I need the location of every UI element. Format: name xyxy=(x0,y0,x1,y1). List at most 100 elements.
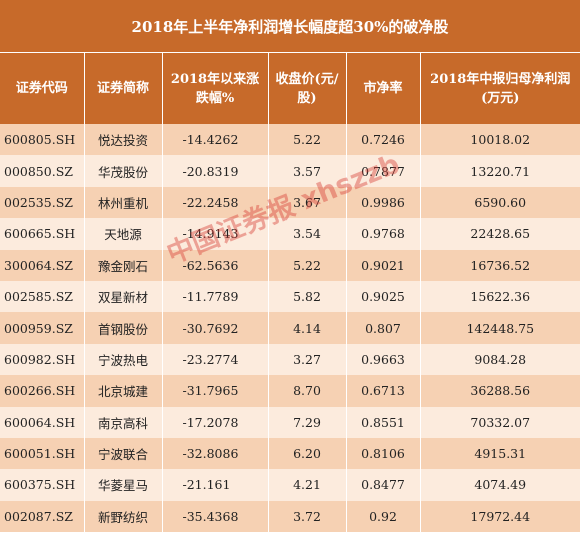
cell-pb-ratio: 0.8106 xyxy=(345,437,420,470)
cell-code: 000850.SZ xyxy=(0,155,84,187)
header-code: 证券代码 xyxy=(0,53,84,124)
cell-name: 双星新材 xyxy=(83,280,162,313)
cell-code: 600665.SH xyxy=(0,218,84,250)
cell-pb-ratio: 0.9021 xyxy=(345,249,420,281)
table-row: 002087.SZ 新野纺织 -35.4368 3.72 0.92 17972.44 xyxy=(0,500,580,533)
cell-net-profit: 9084.28 xyxy=(419,343,580,376)
cell-change: -14.9143 xyxy=(161,218,268,250)
table-row: 600375.SH 华菱星马 -21.161 4.21 0.8477 4074.49 xyxy=(0,469,580,501)
cell-close-price: 3.27 xyxy=(267,343,346,376)
cell-pb-ratio: 0.7877 xyxy=(345,155,420,187)
cell-pb-ratio: 0.9025 xyxy=(345,280,420,313)
cell-close-price: 3.67 xyxy=(267,186,346,219)
cell-code: 600805.SH xyxy=(0,124,84,156)
cell-name: 宁波联合 xyxy=(83,437,162,470)
table-row: 000959.SZ 首钢股份 -30.7692 4.14 0.807 142448.75 xyxy=(0,312,580,344)
data-table: 证券代码 证券简称 2018年以来涨跌幅% 收盘价(元/股) 市净率 2018年… xyxy=(0,53,580,533)
table-row: 600665.SH 天地源 -14.9143 3.54 0.9768 22428.65 xyxy=(0,218,580,250)
cell-change: -11.7789 xyxy=(161,280,268,313)
cell-name: 华茂股份 xyxy=(83,155,162,187)
header-change: 2018年以来涨跌幅% xyxy=(161,53,268,124)
cell-pb-ratio: 0.7246 xyxy=(345,124,420,156)
table-row: 600064.SH 南京高科 -17.2078 7.29 0.8551 70332.07 xyxy=(0,406,580,438)
cell-net-profit: 70332.07 xyxy=(419,406,580,438)
cell-close-price: 4.14 xyxy=(267,312,346,344)
cell-close-price: 5.82 xyxy=(267,280,346,313)
table-body: 600805.SH 悦达投资 -14.4262 5.22 0.7246 10018.02 0… xyxy=(0,124,580,533)
cell-change: -20.8319 xyxy=(161,155,268,187)
header-row: 证券代码 证券简称 2018年以来涨跌幅% 收盘价(元/股) 市净率 2018年… xyxy=(0,53,580,124)
cell-change: -14.4262 xyxy=(161,124,268,156)
cell-change: -17.2078 xyxy=(161,406,268,438)
cell-net-profit: 17972.44 xyxy=(419,500,580,533)
cell-change: -62.5636 xyxy=(161,249,268,281)
cell-close-price: 3.54 xyxy=(267,218,346,250)
cell-code: 300064.SZ xyxy=(0,249,84,281)
cell-close-price: 6.20 xyxy=(267,437,346,470)
cell-pb-ratio: 0.8551 xyxy=(345,406,420,438)
cell-change: -23.2774 xyxy=(161,343,268,376)
table-row: 000850.SZ 华茂股份 -20.8319 3.57 0.7877 13220.71 xyxy=(0,155,580,187)
cell-code: 002585.SZ xyxy=(0,280,84,313)
cell-name: 豫金刚石 xyxy=(83,249,162,281)
cell-name: 北京城建 xyxy=(83,375,162,407)
cell-pb-ratio: 0.9663 xyxy=(345,343,420,376)
cell-change: -30.7692 xyxy=(161,312,268,344)
cell-net-profit: 22428.65 xyxy=(419,218,580,250)
header-net-profit: 2018年中报归母净利润(万元) xyxy=(419,53,580,124)
cell-change: -31.7965 xyxy=(161,375,268,407)
cell-net-profit: 15622.36 xyxy=(419,280,580,313)
cell-change: -35.4368 xyxy=(161,500,268,533)
table-row: 600051.SH 宁波联合 -32.8086 6.20 0.8106 4915.31 xyxy=(0,437,580,470)
cell-close-price: 5.22 xyxy=(267,124,346,156)
cell-net-profit: 10018.02 xyxy=(419,124,580,156)
cell-name: 宁波热电 xyxy=(83,343,162,376)
cell-name: 悦达投资 xyxy=(83,124,162,156)
cell-name: 南京高科 xyxy=(83,406,162,438)
table-row: 600982.SH 宁波热电 -23.2774 3.27 0.9663 9084.28 xyxy=(0,343,580,376)
cell-change: -32.8086 xyxy=(161,437,268,470)
cell-code: 600982.SH xyxy=(0,343,84,376)
table-row: 600266.SH 北京城建 -31.7965 8.70 0.6713 36288.56 xyxy=(0,375,580,407)
table-row: 002585.SZ 双星新材 -11.7789 5.82 0.9025 15622.36 xyxy=(0,280,580,313)
cell-name: 林州重机 xyxy=(83,186,162,219)
cell-close-price: 7.29 xyxy=(267,406,346,438)
cell-close-price: 5.22 xyxy=(267,249,346,281)
cell-pb-ratio: 0.9986 xyxy=(345,186,420,219)
header-pb-ratio: 市净率 xyxy=(345,53,420,124)
cell-net-profit: 6590.60 xyxy=(419,186,580,219)
cell-pb-ratio: 0.6713 xyxy=(345,375,420,407)
cell-pb-ratio: 0.807 xyxy=(345,312,420,344)
cell-name: 新野纺织 xyxy=(83,500,162,533)
table-row: 002535.SZ 林州重机 -22.2458 3.67 0.9986 6590.60 xyxy=(0,186,580,219)
cell-name: 华菱星马 xyxy=(83,469,162,501)
cell-code: 002535.SZ xyxy=(0,186,84,219)
cell-net-profit: 16736.52 xyxy=(419,249,580,281)
cell-net-profit: 13220.71 xyxy=(419,155,580,187)
cell-pb-ratio: 0.92 xyxy=(345,500,420,533)
table-row: 300064.SZ 豫金刚石 -62.5636 5.22 0.9021 16736.52 xyxy=(0,249,580,281)
header-name: 证券简称 xyxy=(83,53,162,124)
cell-name: 天地源 xyxy=(83,218,162,250)
cell-net-profit: 4915.31 xyxy=(419,437,580,470)
cell-code: 600375.SH xyxy=(0,469,84,501)
cell-pb-ratio: 0.9768 xyxy=(345,218,420,250)
cell-net-profit: 142448.75 xyxy=(419,312,580,344)
cell-code: 600266.SH xyxy=(0,375,84,407)
cell-code: 000959.SZ xyxy=(0,312,84,344)
cell-code: 600051.SH xyxy=(0,437,84,470)
header-close-price: 收盘价(元/股) xyxy=(267,53,346,124)
cell-close-price: 3.57 xyxy=(267,155,346,187)
cell-close-price: 8.70 xyxy=(267,375,346,407)
cell-close-price: 3.72 xyxy=(267,500,346,533)
table-title: 2018年上半年净利润增长幅度超30%的破净股 xyxy=(0,0,580,53)
cell-net-profit: 4074.49 xyxy=(419,469,580,501)
cell-change: -21.161 xyxy=(161,469,268,501)
cell-code: 600064.SH xyxy=(0,406,84,438)
cell-change: -22.2458 xyxy=(161,186,268,219)
cell-net-profit: 36288.56 xyxy=(419,375,580,407)
table-row: 600805.SH 悦达投资 -14.4262 5.22 0.7246 10018.02 xyxy=(0,124,580,156)
cell-name: 首钢股份 xyxy=(83,312,162,344)
cell-code: 002087.SZ xyxy=(0,500,84,533)
